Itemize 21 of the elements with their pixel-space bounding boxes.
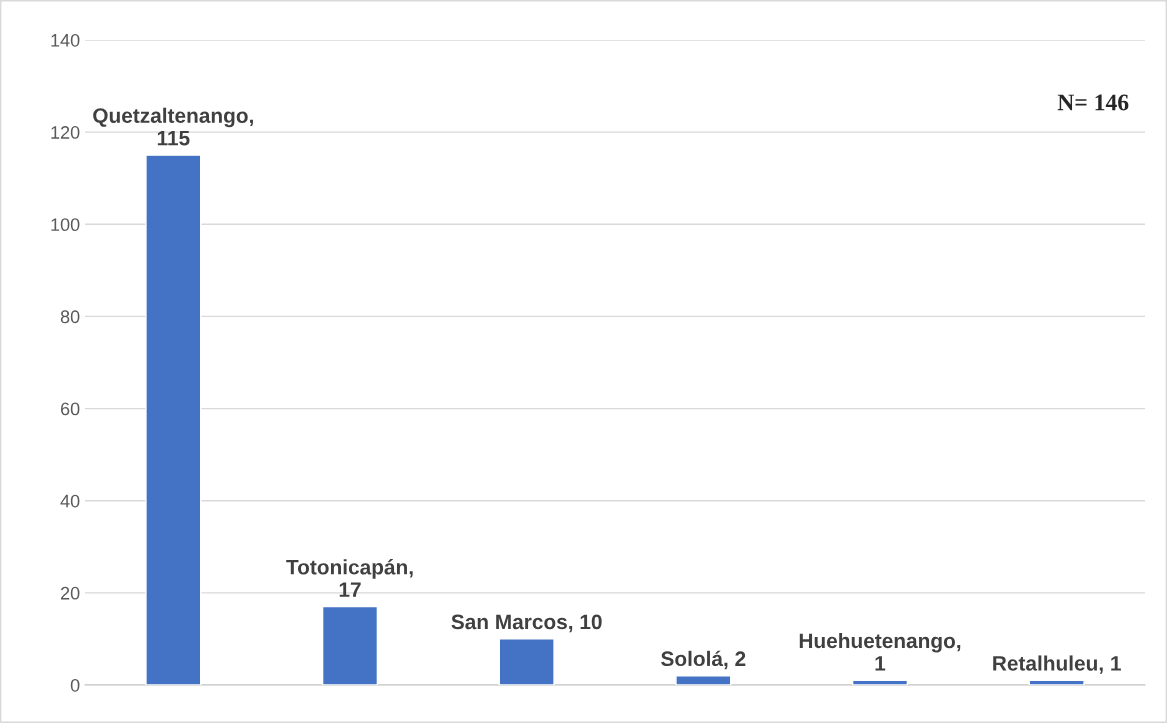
y-tick-label: 100 xyxy=(51,218,80,232)
y-tick-label: 120 xyxy=(51,126,80,139)
data-label: Huehuetenango, 1 xyxy=(799,632,961,671)
bar xyxy=(498,638,555,685)
bar xyxy=(675,675,732,685)
data-label: Quetzaltenango, 115 xyxy=(93,107,253,146)
y-tick-label: 80 xyxy=(60,310,80,324)
data-label: Retalhuleu, 1 xyxy=(993,655,1121,674)
bar xyxy=(321,605,379,685)
bar xyxy=(851,679,909,685)
bar xyxy=(145,154,202,685)
data-label: San Marcos, 10 xyxy=(451,614,602,633)
data-label: Sololá, 2 xyxy=(661,650,746,670)
y-tick-label: 20 xyxy=(60,586,80,600)
y-tick-label: 60 xyxy=(60,402,80,416)
y-tick-label: 40 xyxy=(60,494,80,508)
y-tick-label: 140 xyxy=(51,33,80,47)
annotation: N= 146 xyxy=(1057,94,1129,111)
y-tick-label: 0 xyxy=(70,678,80,692)
data-label: Totonicapán, 17 xyxy=(286,559,413,597)
bar xyxy=(1028,679,1085,685)
